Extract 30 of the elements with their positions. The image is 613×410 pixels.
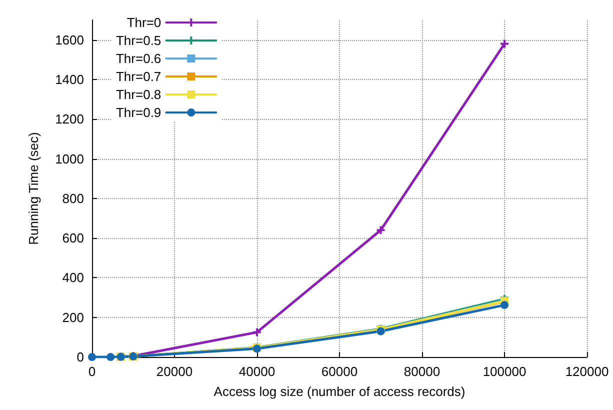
x-tick-label: 100000 — [482, 364, 526, 379]
point — [376, 226, 385, 234]
y-axis-title: Running Time (sec) — [26, 132, 41, 245]
y-tick-label: 800 — [62, 190, 84, 206]
x-tick-label: 20000 — [156, 364, 193, 379]
point — [500, 40, 508, 48]
point — [106, 353, 115, 361]
point — [253, 328, 261, 336]
legend-label: Thr=0.9 — [116, 105, 162, 120]
point — [500, 301, 508, 310]
y-tick-label: 1200 — [55, 112, 84, 127]
x-tick-label: 80000 — [404, 364, 440, 379]
y-tick-label: 200 — [62, 310, 84, 325]
x-tick-label: 60000 — [321, 364, 358, 379]
legend-label: Thr=0 — [126, 15, 162, 30]
legend-label: Thr=0.7 — [116, 69, 162, 84]
y-tick-label: 400 — [62, 270, 84, 286]
legend-label: Thr=0.5 — [116, 33, 162, 48]
x-tick-label: 120000 — [565, 364, 609, 379]
y-tick-label: 1400 — [55, 72, 84, 87]
point — [88, 353, 96, 361]
x-axis-title: Access log size (number of access records) — [214, 384, 466, 399]
y-tick-label: 600 — [62, 230, 84, 246]
legend-label: Thr=0.6 — [116, 51, 162, 66]
x-tick-label: 0 — [88, 364, 96, 379]
x-tick-label: 40000 — [238, 364, 276, 379]
y-tick-label: 0 — [76, 350, 84, 364]
legend-label: Thr=0.8 — [116, 87, 162, 102]
y-tick-label: 1600 — [55, 32, 84, 48]
y-tick-label: 1000 — [55, 151, 84, 166]
